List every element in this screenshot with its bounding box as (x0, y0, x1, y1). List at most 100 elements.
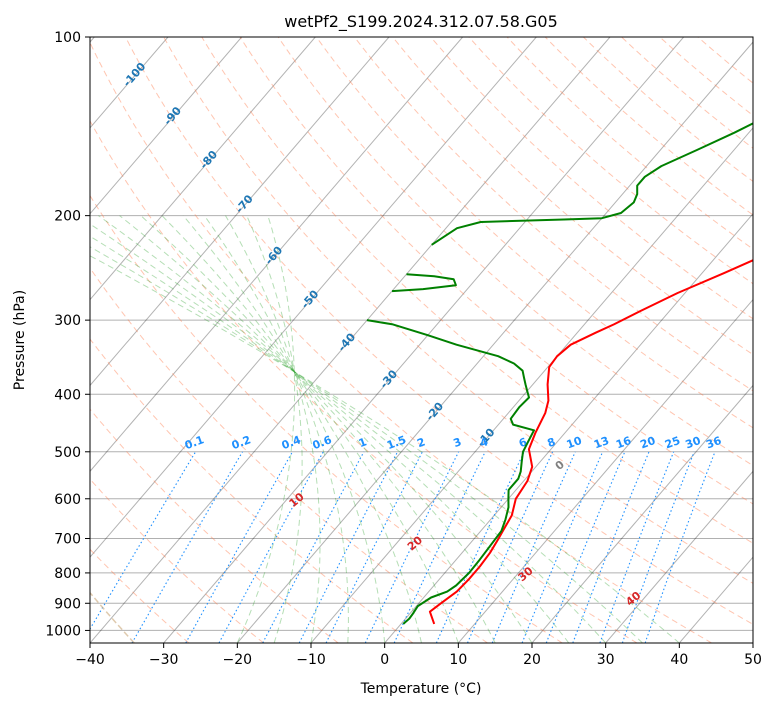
y-tick-label: 500 (54, 445, 81, 461)
dry-adiabat-line (90, 478, 264, 643)
mixing-ratio-label: 0.2 (230, 433, 253, 452)
mixing-ratio-line (298, 451, 399, 643)
mixing-ratio-label: 0.1 (183, 433, 206, 452)
x-tick-label: 50 (744, 652, 762, 668)
dry-adiabat-line (125, 37, 753, 625)
dry-adiabat-label: 40 (623, 589, 643, 609)
mixing-ratio-line (545, 451, 626, 643)
chart-title: wetPf2_S199.2024.312.07.58.G05 (284, 12, 558, 32)
dry-adiabat-line (430, 37, 753, 320)
dewpoint-upper-2-line (431, 122, 753, 246)
mixing-ratio-line (621, 451, 695, 643)
x-axis-title: Temperature (°C) (360, 681, 482, 697)
mixing-ratio-line (466, 451, 554, 643)
dewpoint-upper-1-line (391, 273, 457, 293)
mixing-ratio-label: 8 (546, 435, 558, 450)
y-tick-label: 100 (54, 30, 81, 46)
dry-adiabat-line (506, 37, 753, 250)
isotherm-line (531, 384, 753, 643)
isotherm-line (90, 37, 611, 643)
mixing-ratio-label: 2 (415, 435, 427, 450)
mixing-ratio-line (521, 451, 604, 643)
background-curve (90, 591, 135, 643)
dry-adiabat-line (163, 37, 753, 584)
y-tick-label: 800 (54, 566, 81, 582)
y-tick-label: 1000 (45, 623, 81, 639)
dry-adiabat-line (90, 119, 638, 643)
moist-adiabat-line (236, 215, 296, 643)
mixing-ratio-label: 1 (357, 435, 369, 450)
y-tick-label: 200 (54, 209, 81, 225)
isotherm-line (90, 37, 243, 215)
isotherm-line (90, 37, 390, 387)
dry-adiabat-label: 10 (287, 490, 307, 510)
mixing-ratio-label: 16 (614, 434, 633, 452)
isotherm-line (90, 37, 464, 473)
y-tick-label: 900 (54, 596, 81, 612)
moist-adiabat-line (90, 235, 607, 643)
moist-adiabat-line (140, 215, 459, 643)
mixing-ratio-line (185, 451, 293, 643)
background-lines (90, 37, 753, 643)
isotherm-line (90, 37, 537, 558)
isotherm-line (384, 212, 753, 643)
temperature-line (428, 259, 753, 625)
mixing-ratio-label: 4 (478, 435, 490, 450)
mixing-ratio-label: 20 (638, 434, 657, 452)
moist-adiabat-line (203, 215, 349, 643)
dry-adiabat-line (468, 37, 753, 285)
dry-adiabat-line (392, 37, 753, 356)
isotherm-line (605, 470, 753, 643)
mixing-ratio-line (572, 451, 650, 643)
moist-adiabat-label: 0 (553, 458, 567, 473)
moist-adiabat-line (246, 215, 303, 643)
isotherm-line (163, 37, 685, 643)
dry-adiabat-line (90, 408, 339, 643)
y-tick-label: 400 (54, 387, 81, 403)
y-tick-label: 300 (54, 313, 81, 329)
mixing-ratio-line (644, 451, 716, 643)
dry-adiabat-line (90, 194, 563, 643)
x-tick-label: 40 (670, 652, 688, 668)
mixing-ratio-label: 36 (704, 434, 723, 452)
dry-adiabat-line (90, 548, 190, 643)
isotherm-line (752, 642, 753, 643)
moist-adiabat-line (225, 215, 321, 643)
mixing-ratio-line (262, 451, 365, 643)
x-tick-label: 30 (597, 652, 615, 668)
mixing-ratio-label: 10 (565, 434, 584, 452)
x-tick-label: 0 (380, 652, 389, 668)
x-tick-label: −40 (75, 652, 105, 668)
isotherm-line (678, 556, 753, 643)
dry-adiabat-line (201, 37, 753, 544)
dry-adiabat-line (315, 37, 753, 429)
profile-lines (366, 122, 753, 625)
mixing-ratio-line (364, 451, 460, 643)
isotherm-line (310, 127, 753, 643)
dry-adiabat-line (90, 41, 712, 643)
mixing-ratio-label: 13 (592, 434, 611, 451)
mixing-ratio-line (131, 451, 243, 643)
y-tick-label: 600 (54, 492, 81, 508)
mixing-ratio-label: 25 (663, 434, 682, 451)
isotherm-line (236, 41, 753, 643)
moist-adiabat-line (119, 215, 496, 643)
dry-adiabat-line (239, 37, 753, 505)
dry-adiabat-label: 20 (405, 533, 425, 553)
y-tick-label: 700 (54, 532, 81, 548)
y-axis-title: Pressure (hPa) (12, 290, 28, 390)
x-tick-label: 20 (523, 652, 541, 668)
plot-frame (89, 36, 754, 644)
x-tick-label: −30 (149, 652, 179, 668)
moist-adiabat-line (98, 215, 533, 643)
mixing-ratio-line (325, 451, 423, 643)
isotherm-line (457, 298, 753, 643)
mixing-ratio-label: 0.6 (311, 433, 334, 452)
x-tick-label: −20 (223, 652, 253, 668)
dry-adiabat-line (277, 37, 753, 467)
dry-adiabat-line (697, 37, 753, 84)
mixing-ratio-line (218, 451, 324, 643)
mixing-ratio-label: 3 (452, 435, 464, 450)
moist-adiabat-line (90, 223, 570, 643)
